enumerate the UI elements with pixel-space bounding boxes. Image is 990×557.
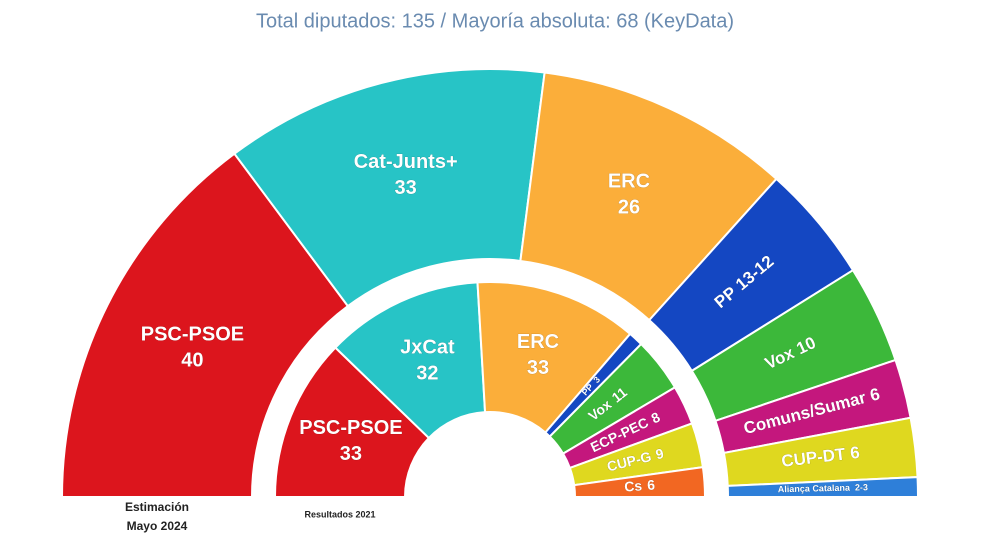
- seat-segment: [60, 152, 350, 498]
- seat-count: 26: [618, 197, 640, 219]
- seat-count: 2-3: [855, 483, 868, 493]
- party-name: PSC-PSOE: [299, 417, 402, 439]
- seat-count: 33: [340, 443, 362, 465]
- seat-segment: [573, 465, 707, 498]
- party-name: Cat-Junts+: [354, 151, 458, 173]
- ring-caption: Mayo 2024: [127, 519, 188, 533]
- chart-subtitle: Total diputados: 135 / Mayoría absoluta:…: [256, 10, 734, 32]
- party-name: ERC: [517, 331, 559, 353]
- party-name: JxCat: [400, 337, 455, 359]
- segment-label: ERC 26: [608, 171, 650, 219]
- party-name: Cs: [624, 477, 643, 494]
- segment-label: Cs 6: [624, 476, 656, 494]
- party-name: PSC-PSOE: [141, 324, 244, 346]
- segment-label: PSC-PSOE 33: [299, 417, 402, 465]
- seat-count: 6: [647, 476, 656, 493]
- segment-label: Aliança Catalana 2-3: [778, 483, 868, 495]
- segment-label: JxCat 32: [400, 337, 455, 385]
- segment-label: ERC 33: [517, 331, 559, 379]
- seat-segment: [726, 476, 920, 498]
- seat-count: 32: [416, 363, 438, 385]
- seat-count: 6: [849, 443, 861, 463]
- segment-label: Cat-Junts+ 33: [354, 151, 458, 199]
- seat-count: 3: [592, 375, 603, 385]
- seat-segment: [476, 281, 632, 434]
- segment-label: PSC-PSOE 40: [141, 324, 244, 372]
- seat-segment: [333, 281, 487, 440]
- ring-caption: Resultados 2021: [304, 509, 375, 519]
- party-name: Aliança Catalana: [778, 483, 851, 495]
- seat-count: 33: [527, 357, 549, 379]
- ring-caption: Estimación: [125, 500, 189, 514]
- party-name: ERC: [608, 171, 650, 193]
- seat-count: 40: [181, 350, 203, 372]
- seat-segment: [233, 68, 546, 308]
- seat-segment: [273, 346, 431, 498]
- seat-count: 33: [395, 177, 417, 199]
